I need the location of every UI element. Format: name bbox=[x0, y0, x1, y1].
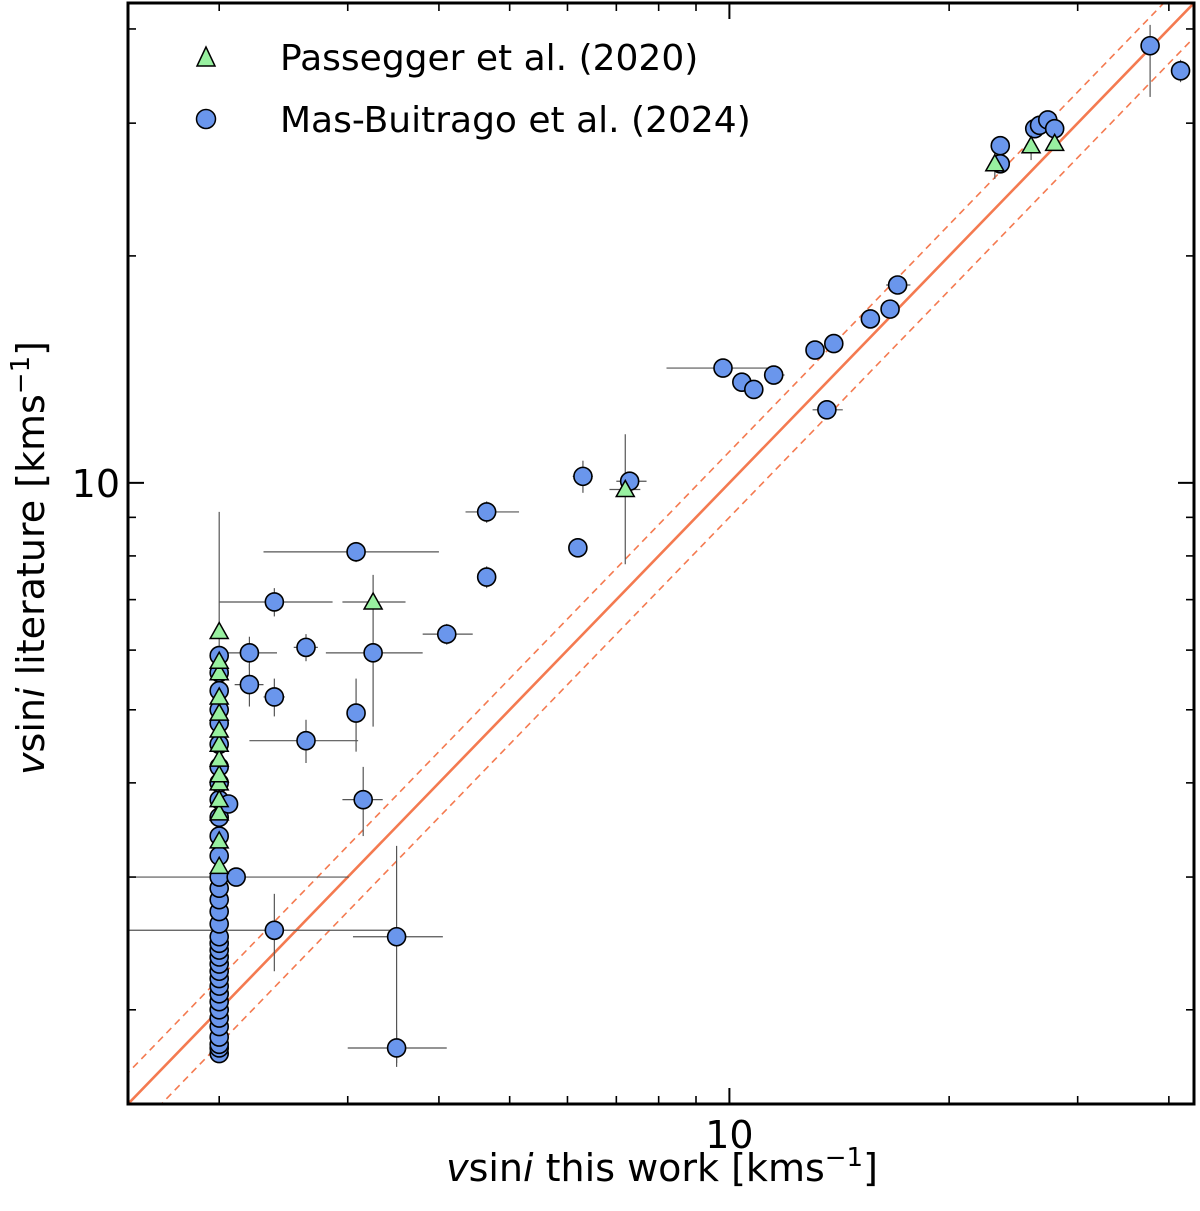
data-point-circle bbox=[386, 1038, 407, 1058]
data-point-circle bbox=[226, 867, 246, 887]
data-point-triangle bbox=[208, 802, 230, 821]
data-point-circle bbox=[363, 643, 383, 663]
data-point-triangle bbox=[984, 153, 1006, 172]
data-point-circle bbox=[990, 135, 1011, 156]
svg-text:vsini literature [kms−1]: vsini literature [kms−1] bbox=[6, 341, 53, 775]
data-point-circle bbox=[817, 399, 837, 420]
data-point-triangle bbox=[208, 650, 230, 669]
data-point-triangle bbox=[208, 702, 230, 721]
data-point-triangle bbox=[208, 662, 230, 681]
data-point-circle bbox=[264, 687, 285, 707]
legend-triangle-marker bbox=[195, 45, 217, 67]
legend-circle-marker bbox=[195, 108, 217, 130]
data-point-circle bbox=[239, 674, 260, 695]
data-point-circle bbox=[436, 624, 457, 644]
legend-entry-mas-buitrago: Mas-Buitrago et al. (2024) bbox=[195, 100, 751, 141]
data-point-circle bbox=[1140, 35, 1160, 56]
data-point-triangle bbox=[614, 478, 636, 498]
data-point-circle bbox=[880, 299, 900, 319]
data-point-triangle bbox=[208, 855, 230, 875]
data-point-circle bbox=[860, 309, 881, 329]
data-point-triangle bbox=[208, 621, 230, 640]
x-tick-label: 10 bbox=[705, 1113, 753, 1157]
data-point-circle bbox=[823, 333, 844, 354]
data-point-circle bbox=[264, 920, 285, 941]
data-point-circle bbox=[346, 542, 366, 562]
legend-label-mas-buitrago: Mas-Buitrago et al. (2024) bbox=[280, 100, 751, 141]
y-tick-label: 10 bbox=[72, 462, 120, 506]
data-point-triangle bbox=[1044, 132, 1065, 152]
axis-ticks: 10 10 bbox=[72, 3, 1194, 1157]
data-point-triangle bbox=[208, 789, 230, 808]
svg-text:vsini this work [kms−1]: vsini this work [kms−1] bbox=[446, 1143, 878, 1190]
data-point-circle bbox=[805, 340, 825, 360]
data-point-circle bbox=[264, 592, 285, 612]
data-markers bbox=[208, 35, 1191, 1064]
data-point-triangle bbox=[208, 686, 230, 705]
data-point-triangle bbox=[208, 733, 230, 753]
data-point-circle bbox=[476, 502, 497, 522]
data-point-triangle bbox=[1020, 135, 1042, 154]
x-axis-label: vsini this work [kms−1] bbox=[446, 1143, 878, 1190]
data-point-circle bbox=[239, 643, 260, 663]
data-point-triangle bbox=[208, 748, 230, 767]
plot-frame bbox=[126, 1, 1196, 1106]
data-point-circle bbox=[713, 358, 733, 378]
data-point-circle bbox=[568, 538, 588, 558]
data-point-triangle bbox=[208, 830, 230, 849]
data-point-circle bbox=[744, 379, 764, 400]
legend: Passegger et al. (2020) Mas-Buitrago et … bbox=[195, 38, 751, 141]
data-point-circle bbox=[763, 365, 784, 385]
data-point-circle bbox=[887, 275, 908, 295]
legend-entry-passegger: Passegger et al. (2020) bbox=[195, 38, 698, 79]
data-point-triangle bbox=[208, 719, 230, 738]
data-point-circle bbox=[346, 703, 366, 723]
data-point-triangle bbox=[362, 591, 384, 610]
legend-label-passegger: Passegger et al. (2020) bbox=[280, 38, 698, 79]
y-axis-label: vsini literature [kms−1] bbox=[6, 341, 53, 775]
data-point-circle bbox=[296, 730, 316, 751]
data-point-circle bbox=[476, 567, 497, 587]
data-point-circle bbox=[296, 637, 316, 658]
data-point-circle bbox=[386, 926, 407, 947]
data-point-triangle bbox=[208, 764, 230, 783]
data-point-circle bbox=[353, 789, 374, 810]
data-point-circle bbox=[573, 466, 593, 487]
data-point-circle bbox=[1170, 61, 1191, 81]
